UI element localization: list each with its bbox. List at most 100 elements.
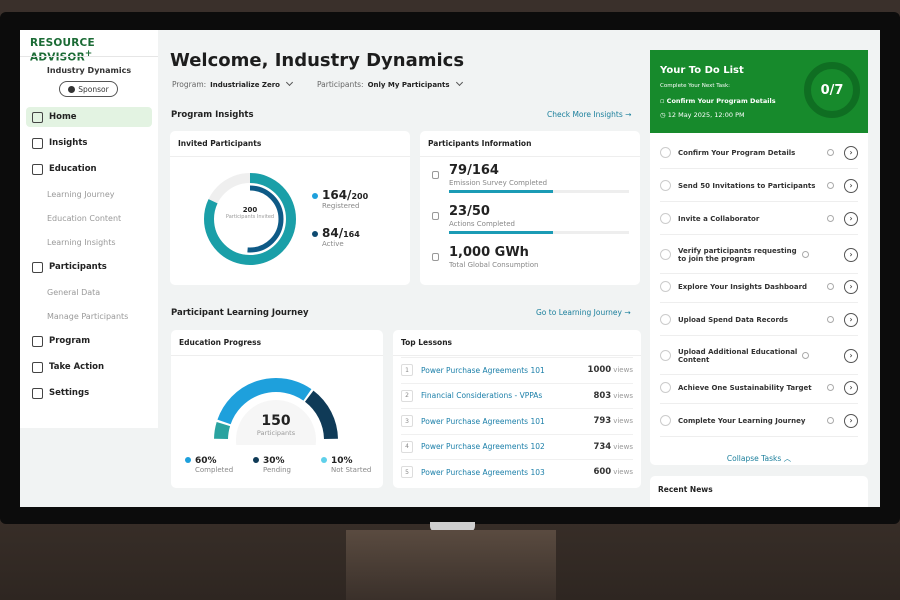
card-title: Recent News — [658, 485, 713, 494]
help-icon[interactable] — [827, 215, 834, 222]
checkbox[interactable] — [660, 350, 671, 361]
chevron-down-icon — [455, 78, 463, 87]
invited-participants-card: Invited Participants 200 Participants In… — [170, 131, 410, 285]
list-icon — [32, 335, 43, 347]
chevron-right-icon[interactable]: › — [844, 178, 858, 193]
sidebar-item-settings[interactable]: Settings — [26, 383, 152, 403]
education-legend-item: 60% Completed — [185, 456, 233, 474]
card-title: Education Progress — [179, 338, 262, 347]
people-icon — [32, 261, 43, 273]
participants-select[interactable]: Participants: Only My Participants — [317, 78, 463, 89]
sidebar-item-participants[interactable]: Participants — [26, 257, 152, 277]
chevron-right-icon[interactable]: › — [844, 380, 858, 395]
sidebar-item-education[interactable]: Education — [26, 159, 152, 179]
sidebar-item-home[interactable]: Home — [26, 107, 152, 127]
education-progress-card: Education Progress 150 Participants 60% C… — [171, 330, 383, 488]
sidebar-item-insights[interactable]: Insights — [26, 133, 152, 153]
next-task[interactable]: ▫ Confirm Your Program Details — [660, 97, 776, 105]
help-icon[interactable] — [827, 384, 834, 391]
checkbox[interactable] — [660, 213, 671, 224]
info-progress-bar — [449, 231, 629, 234]
info-progress-bar — [449, 190, 629, 193]
checkbox[interactable] — [660, 249, 671, 260]
page-title: Welcome, Industry Dynamics — [170, 50, 465, 71]
info-icon — [432, 253, 439, 261]
todo-title: Your To Do List — [660, 65, 744, 76]
sidebar-subitem-manage-participants[interactable]: Manage Participants — [47, 312, 129, 321]
help-icon[interactable] — [802, 352, 809, 359]
section-title: Program Insights — [171, 110, 254, 120]
logo[interactable]: RESOURCE ADVISOR+ — [30, 37, 95, 64]
todo-task[interactable]: Send 50 Invitations to Participants › — [660, 170, 858, 202]
info-value: 79/164 — [449, 163, 499, 178]
todo-task[interactable]: Invite a Collaborator › — [660, 203, 858, 235]
program-select[interactable]: Program: Industrialize Zero — [172, 78, 294, 89]
active-legend: 84/164 Active — [312, 226, 360, 248]
sidebar-subitem-education-content[interactable]: Education Content — [47, 214, 122, 223]
lesson-row[interactable]: 5 Power Purchase Agreements 103 600 views — [401, 459, 633, 484]
checkbox[interactable] — [660, 382, 671, 393]
lesson-row[interactable]: 1 Power Purchase Agreements 101 1000 views — [401, 357, 633, 382]
todo-task[interactable]: Explore Your Insights Dashboard › — [660, 271, 858, 303]
help-icon[interactable] — [827, 149, 834, 156]
lesson-title[interactable]: Power Purchase Agreements 101 — [421, 416, 545, 426]
monitor-neck — [346, 530, 556, 600]
checkbox[interactable] — [660, 415, 671, 426]
gauge-label: Participants — [256, 429, 296, 437]
todo-task[interactable]: Upload Additional Educational Content › — [660, 337, 858, 375]
lesson-row[interactable]: 2 Financial Considerations - VPPAs 803 view… — [401, 382, 633, 408]
go-to-learning-journey-link[interactable]: Go to Learning Journey → — [536, 308, 631, 317]
help-icon[interactable] — [827, 417, 834, 424]
chevron-right-icon[interactable]: › — [844, 211, 858, 226]
education-legend-item: 10% Not Started — [321, 456, 371, 474]
invited-donut — [204, 173, 296, 265]
top-lessons-card: Top Lessons 1 Power Purchase Agreements 1… — [393, 330, 641, 488]
gauge-total: 150 — [261, 413, 291, 429]
next-task-date: ◷ 12 May 2025, 12:00 PM — [660, 111, 745, 119]
todo-task[interactable]: Achieve One Sustainability Target › — [660, 372, 858, 404]
chevron-right-icon[interactable]: › — [844, 145, 858, 160]
active-arc — [216, 185, 284, 253]
help-icon[interactable] — [827, 283, 834, 290]
checkbox[interactable] — [660, 314, 671, 325]
checkbox[interactable] — [660, 281, 671, 292]
check-more-insights-link[interactable]: Check More Insights → — [547, 110, 632, 119]
checkbox[interactable] — [660, 147, 671, 158]
gauge-segment-pending — [304, 390, 338, 440]
chevron-right-icon[interactable]: › — [844, 247, 858, 262]
gear-icon — [32, 387, 43, 399]
invited-total: 200 — [242, 206, 258, 214]
gauge-segment-completed — [217, 378, 312, 425]
divider — [20, 56, 158, 57]
lesson-title[interactable]: Financial Considerations - VPPAs — [421, 391, 543, 400]
chevron-right-icon[interactable]: › — [844, 413, 858, 428]
chevron-down-icon — [285, 78, 294, 87]
lesson-title[interactable]: Power Purchase Agreements 101 — [421, 365, 545, 375]
chevron-right-icon[interactable]: › — [844, 348, 858, 363]
lesson-title[interactable]: Power Purchase Agreements 103 — [421, 467, 545, 477]
checkbox[interactable] — [660, 180, 671, 191]
lesson-title[interactable]: Power Purchase Agreements 102 — [421, 442, 545, 451]
info-value: 23/50 — [449, 204, 490, 219]
sidebar-item-take-action[interactable]: Take Action — [26, 357, 152, 377]
todo-task[interactable]: Confirm Your Program Details › — [660, 137, 858, 169]
collapse-tasks-button[interactable]: Collapse Tasks ︿ — [726, 454, 792, 463]
sidebar-subitem-learning-journey[interactable]: Learning Journey — [47, 190, 115, 199]
todo-task[interactable]: Complete Your Learning Journey › — [660, 405, 858, 437]
registered-arc — [204, 173, 296, 265]
sidebar-item-program[interactable]: Program — [26, 331, 152, 351]
todo-task[interactable]: Verify participants requesting to join t… — [660, 236, 858, 274]
book-icon — [32, 163, 43, 175]
chevron-right-icon[interactable]: › — [844, 312, 858, 327]
lesson-row[interactable]: 4 Power Purchase Agreements 102 734 views — [401, 433, 633, 459]
sidebar-subitem-general-data[interactable]: General Data — [47, 288, 101, 297]
lesson-row[interactable]: 3 Power Purchase Agreements 101 793 views — [401, 408, 633, 433]
sidebar-subitem-learning-insights[interactable]: Learning Insights — [47, 238, 116, 247]
help-icon[interactable] — [827, 182, 834, 189]
info-icon — [432, 171, 439, 179]
todo-task[interactable]: Upload Spend Data Records › — [660, 304, 858, 336]
chevron-right-icon[interactable]: › — [844, 279, 858, 294]
todo-progress-ring: 0/7 — [804, 62, 860, 118]
help-icon[interactable] — [802, 251, 809, 258]
help-icon[interactable] — [827, 316, 834, 323]
